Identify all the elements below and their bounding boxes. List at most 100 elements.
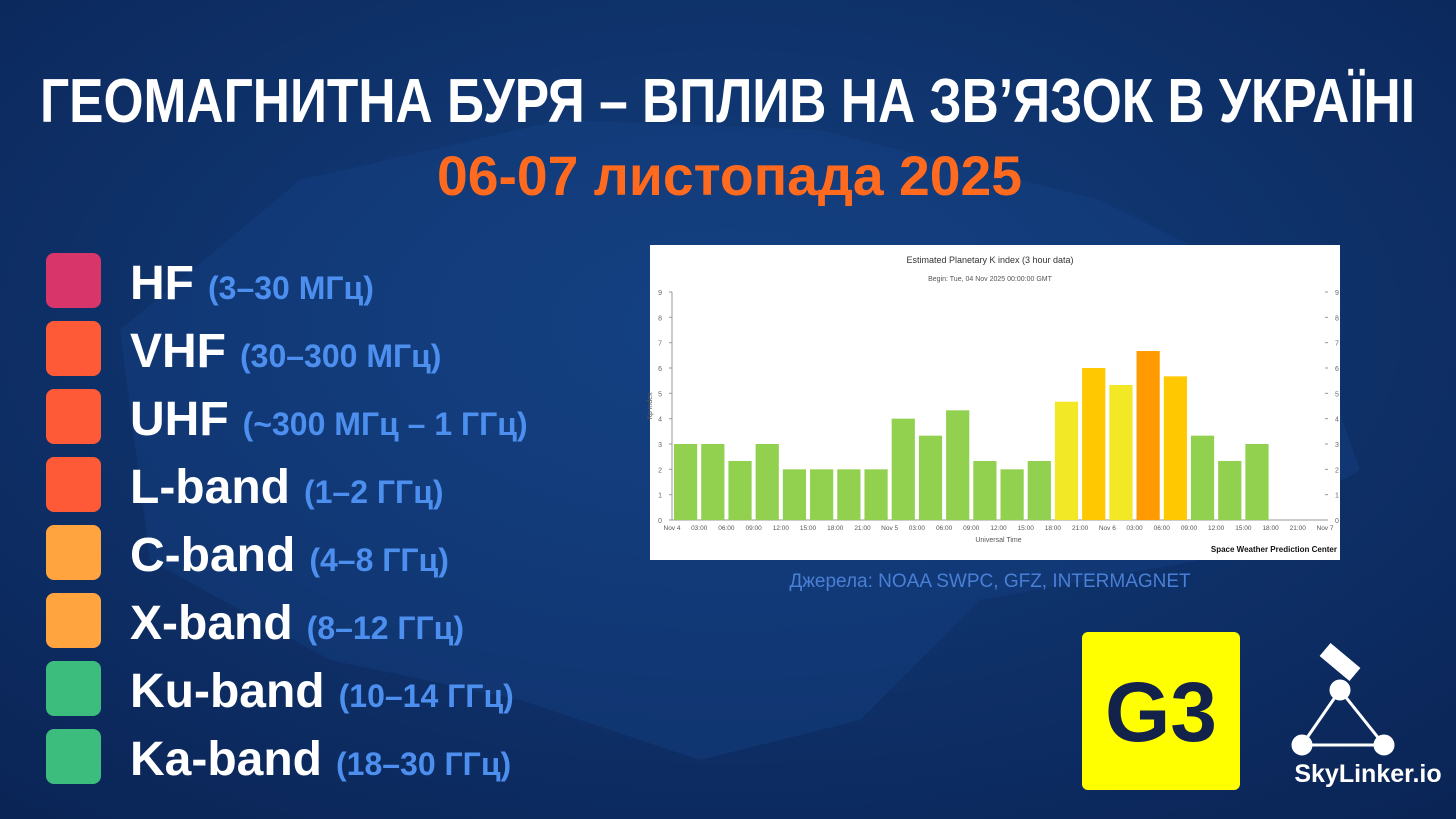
x-tick-label: 09:00	[745, 525, 762, 532]
band-label: L-band (1–2 ГГц)	[130, 461, 444, 514]
title: ГЕОМАГНИТНА БУРЯ – ВПЛИВ НА ЗВ’ЯЗОК В УК…	[40, 67, 1415, 136]
band-name: C-band	[130, 529, 295, 582]
x-tick-label: 03:00	[909, 525, 926, 532]
bar	[1245, 444, 1269, 520]
y-tick-label: 1	[658, 493, 662, 500]
band-range: (1–2 ГГц)	[304, 474, 444, 510]
x-tick-label: 18:00	[1045, 525, 1062, 532]
bar	[1218, 460, 1242, 520]
band-swatch	[46, 593, 101, 648]
x-tick-label: 12:00	[773, 525, 790, 532]
bar	[1082, 368, 1106, 520]
g-badge	[1082, 632, 1240, 790]
band-label: HF (3–30 МГц)	[130, 257, 374, 310]
y2-tick-label: 7	[1335, 341, 1339, 348]
chart-subtitle: Begin: Tue, 04 Nov 2025 00:00:00 GMT	[928, 276, 1052, 283]
bar	[701, 444, 725, 520]
band-name: L-band	[130, 461, 290, 514]
band-range: (18–30 ГГц)	[336, 746, 511, 782]
y-axis-label: Kp index	[647, 392, 654, 420]
x-tick-label: 18:00	[827, 525, 844, 532]
bar	[1136, 351, 1160, 520]
bar	[674, 444, 698, 520]
bar	[837, 469, 861, 520]
x-tick-label: 18:00	[1262, 525, 1279, 532]
y2-tick-label: 5	[1335, 391, 1339, 398]
bar	[1190, 435, 1215, 520]
band-label: Ka-band (18–30 ГГц)	[130, 733, 511, 786]
chart-credit: Space Weather Prediction Center	[1211, 545, 1337, 554]
y-tick-label: 7	[658, 341, 662, 348]
bar	[973, 460, 997, 520]
band-name: Ku-band	[130, 665, 325, 718]
band-name: HF	[130, 257, 194, 310]
x-tick-label: 12:00	[990, 525, 1007, 532]
logo-node	[1373, 734, 1395, 756]
band-swatch	[46, 457, 101, 512]
g-badge-text: G3	[1105, 665, 1217, 759]
band-swatch	[46, 253, 101, 308]
y-tick-label: 2	[658, 467, 662, 474]
band-swatch	[46, 729, 101, 784]
band-name: UHF	[130, 393, 229, 446]
bar	[891, 418, 915, 520]
y-tick-label: 9	[658, 290, 662, 297]
band-label: X-band (8–12 ГГц)	[130, 597, 464, 650]
band-name: Ka-band	[130, 733, 322, 786]
x-tick-label: 21:00	[1290, 525, 1307, 532]
y2-tick-label: 9	[1335, 290, 1339, 297]
band-label: Ku-band (10–14 ГГц)	[130, 665, 514, 718]
band-range: (30–300 МГц)	[240, 338, 441, 374]
bar	[1054, 401, 1079, 520]
y2-tick-label: 4	[1335, 417, 1339, 424]
x-tick-label: 03:00	[1126, 525, 1143, 532]
band-label: VHF (30–300 МГц)	[130, 325, 441, 378]
band-label: C-band (4–8 ГГц)	[130, 529, 449, 582]
y2-tick-label: 8	[1335, 315, 1339, 322]
x-tick-label: 15:00	[1018, 525, 1035, 532]
y-tick-label: 5	[658, 391, 662, 398]
y-tick-label: 6	[658, 366, 662, 373]
logo-triangle	[1299, 687, 1388, 747]
x-tick-label: 12:00	[1208, 525, 1225, 532]
band-range: (8–12 ГГц)	[307, 610, 464, 646]
band-swatch	[46, 389, 101, 444]
x-tick-label: 09:00	[963, 525, 980, 532]
x-tick-label: 03:00	[691, 525, 708, 532]
y-tick-label: 8	[658, 315, 662, 322]
x-tick-label: Nov 4	[664, 525, 681, 532]
band-swatch	[46, 321, 101, 376]
bar	[728, 460, 752, 520]
band-range: (10–14 ГГц)	[339, 678, 514, 714]
subtitle: 06-07 листопада 2025	[437, 144, 1022, 207]
band-swatch	[46, 525, 101, 580]
bar	[755, 444, 779, 520]
source: Джерела: NOAA SWPC, GFZ, INTERMAGNET	[789, 571, 1191, 592]
band-range: (~300 МГц – 1 ГГц)	[243, 406, 528, 442]
x-tick-label: Nov 5	[881, 525, 898, 532]
x-tick-label: 15:00	[800, 525, 817, 532]
band-name: X-band	[130, 597, 293, 650]
x-tick-label: 21:00	[854, 525, 871, 532]
y2-tick-label: 1	[1335, 493, 1339, 500]
x-tick-label: 09:00	[1181, 525, 1198, 532]
x-tick-label: 21:00	[1072, 525, 1089, 532]
x-axis-label: Universal Time	[975, 537, 1021, 544]
y-tick-label: 0	[658, 518, 662, 525]
y2-tick-label: 3	[1335, 442, 1339, 449]
y2-tick-label: 0	[1335, 518, 1339, 525]
logo-satellite	[1319, 642, 1361, 682]
y2-tick-label: 2	[1335, 467, 1339, 474]
band-label: UHF (~300 МГц – 1 ГГц)	[130, 393, 528, 446]
bar	[810, 469, 834, 520]
x-end-label: Nov 7	[1317, 525, 1334, 532]
bar	[782, 469, 807, 520]
logo-node	[1291, 734, 1313, 756]
logo	[1291, 642, 1395, 756]
y-tick-label: 3	[658, 442, 662, 449]
band-range: (3–30 МГц)	[208, 270, 374, 306]
bar	[946, 410, 970, 520]
bar	[918, 435, 943, 520]
x-tick-label: 15:00	[1235, 525, 1252, 532]
